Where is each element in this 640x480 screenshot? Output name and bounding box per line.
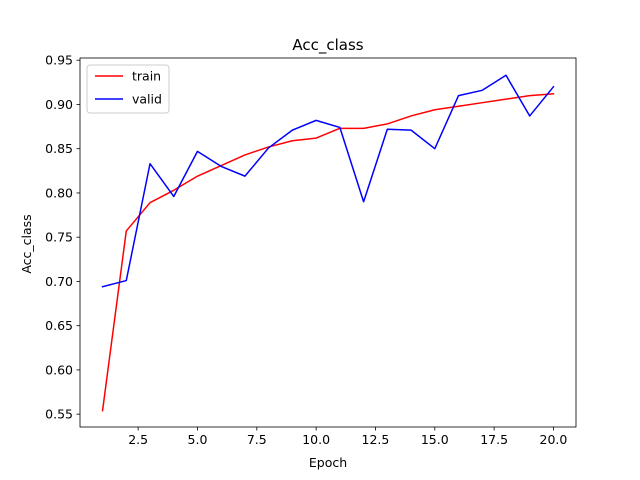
y-tick-label: 0.70 [45, 274, 73, 289]
legend-box [86, 64, 170, 114]
y-axis-label: Acc_class [19, 214, 34, 273]
y-tick-label: 0.75 [45, 230, 73, 245]
legend-label-train: train [132, 69, 161, 84]
series-line-valid [101, 74, 555, 288]
legend-label-valid: valid [132, 92, 162, 107]
x-tick-label: 2.5 [128, 432, 148, 447]
x-tick-label: 15.0 [421, 432, 449, 447]
y-tick-label: 0.90 [45, 97, 73, 112]
y-tick-label: 0.80 [45, 185, 73, 200]
y-tick-label: 0.55 [45, 407, 73, 422]
axes-frame [79, 57, 577, 428]
y-tick-label: 0.95 [45, 53, 73, 68]
x-tick-label: 17.5 [480, 432, 508, 447]
chart-title: Acc_class [292, 36, 363, 55]
x-tick-label: 10.0 [302, 432, 330, 447]
x-axis-label: Epoch [309, 455, 347, 470]
x-tick-label: 12.5 [362, 432, 390, 447]
plot-area: 2.5 5.0 7.5 10.0 12.5 15.0 17.5 20.0 0.55 0.60 0.6… [45, 53, 577, 447]
x-tick-label: 20.0 [540, 432, 568, 447]
y-tick-label: 0.60 [45, 362, 73, 377]
y-tick-label: 0.65 [45, 318, 73, 333]
x-tick-label: 5.0 [188, 432, 208, 447]
y-tick-label: 0.85 [45, 141, 73, 156]
x-tick-label: 7.5 [247, 432, 267, 447]
